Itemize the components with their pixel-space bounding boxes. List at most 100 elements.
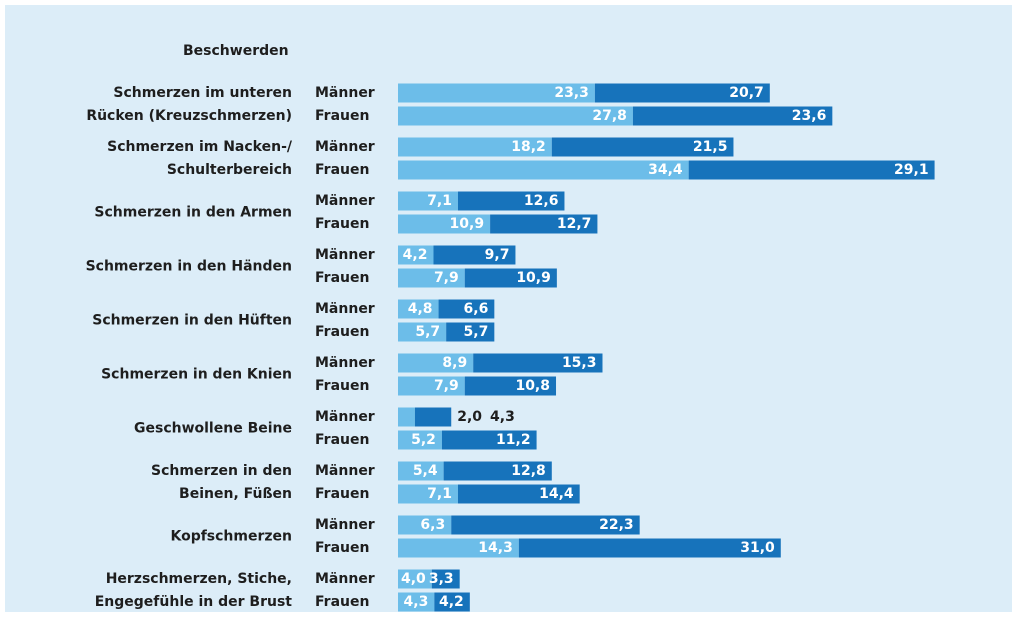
value-label: 11,2: [496, 432, 531, 448]
bar-segment: [688, 160, 935, 180]
bar-segment: [446, 322, 495, 342]
value-label: 23,3: [554, 85, 589, 101]
group-label: Männer: [315, 409, 375, 425]
bar-segment: [398, 376, 465, 396]
bar-segment: [398, 353, 474, 373]
group-label: Frauen: [315, 540, 369, 556]
bar-segment: [398, 160, 689, 180]
bar-segment: [473, 353, 603, 373]
bar-segment: [632, 106, 833, 126]
bar-segment: [398, 83, 595, 103]
bar-segment: [431, 569, 460, 589]
group-label: Frauen: [315, 378, 369, 394]
category-label: Schmerzen in den: [151, 463, 292, 479]
category-label: Schmerzen im unteren: [113, 85, 292, 101]
value-label: 7,1: [427, 193, 452, 209]
value-label: 14,3: [478, 540, 513, 556]
group-label: Männer: [315, 355, 375, 371]
bar-segment: [451, 515, 640, 535]
bar-segment: [398, 407, 415, 427]
category-label: Rücken (Kreuzschmerzen): [86, 108, 292, 124]
bar-segment: [457, 191, 565, 211]
value-label: 6,3: [420, 517, 445, 533]
bar-segment: [551, 137, 734, 157]
bar-segment: [398, 461, 444, 481]
bar-segment: [398, 137, 552, 157]
value-label: 27,8: [592, 108, 627, 124]
value-label: 12,7: [557, 216, 592, 232]
group-label: Männer: [315, 517, 375, 533]
bar-segment: [398, 592, 435, 612]
value-label: 31,0: [740, 540, 775, 556]
bar-segment: [398, 569, 432, 589]
value-label: 18,2: [511, 139, 546, 155]
value-label: 21,5: [693, 139, 728, 155]
value-label: 7,9: [434, 270, 459, 286]
category-label: Schmerzen in den Knien: [101, 367, 292, 383]
value-label: 7,1: [427, 486, 452, 502]
value-label: 4,3: [404, 594, 429, 610]
value-label: 22,3: [599, 517, 634, 533]
group-label: Frauen: [315, 324, 369, 340]
value-label: 5,4: [413, 463, 438, 479]
group-label: Männer: [315, 301, 375, 317]
group-label: Männer: [315, 571, 375, 587]
bar-segment: [441, 430, 537, 450]
category-label: Geschwollene Beine: [134, 421, 292, 437]
category-label: Schmerzen in den Armen: [94, 205, 292, 221]
bar-segment: [398, 268, 465, 288]
group-label: Frauen: [315, 486, 369, 502]
bar-segment: [398, 214, 491, 234]
bar-segment: [398, 106, 633, 126]
value-label: 20,7: [729, 85, 764, 101]
value-label: 5,7: [415, 324, 440, 340]
bar-segment: [438, 299, 495, 319]
group-label: Frauen: [315, 270, 369, 286]
value-label: 15,3: [562, 355, 597, 371]
value-label: 4,0: [401, 571, 426, 587]
value-label: 23,6: [792, 108, 827, 124]
bar-segment: [398, 299, 439, 319]
value-label: 2,0: [457, 409, 482, 425]
value-label: 29,1: [894, 162, 929, 178]
category-label: Beinen, Füßen: [179, 486, 292, 502]
bar-segment: [490, 214, 598, 234]
category-label: Schmerzen in den Händen: [86, 259, 292, 275]
value-label: 3,3: [429, 571, 454, 587]
value-label: 14,4: [539, 486, 574, 502]
category-label: Engegefühle in der Brust: [95, 594, 293, 610]
category-label: Schmerzen in den Hüften: [92, 313, 292, 329]
category-label: Kopfschmerzen: [170, 529, 292, 545]
bar-segment: [434, 592, 470, 612]
bar-segment: [594, 83, 770, 103]
value-label: 6,6: [464, 301, 489, 317]
value-label: 10,9: [516, 270, 551, 286]
bar-segment: [398, 484, 458, 504]
group-label: Frauen: [315, 432, 369, 448]
value-label: 12,6: [524, 193, 559, 209]
bar-segment: [433, 245, 516, 265]
bar-segment: [398, 322, 447, 342]
bar-segment: [457, 484, 580, 504]
bar-segment: [398, 191, 458, 211]
group-label: Frauen: [315, 594, 369, 610]
value-label: 5,7: [464, 324, 489, 340]
value-label: 5,2: [411, 432, 436, 448]
value-label: 10,8: [515, 378, 550, 394]
bar-segment: [398, 515, 452, 535]
bar-segment: [443, 461, 552, 481]
bar-segment: [398, 245, 434, 265]
bar-segment: [464, 376, 557, 396]
panel: [5, 5, 1012, 612]
bar-segment: [398, 430, 442, 450]
value-label: 4,2: [439, 594, 464, 610]
group-label: Männer: [315, 193, 375, 209]
group-label: Männer: [315, 139, 375, 155]
group-label: Frauen: [315, 216, 369, 232]
category-label: Herzschmerzen, Stiche,: [106, 571, 292, 587]
value-label: 9,7: [485, 247, 510, 263]
bar-segment: [414, 407, 452, 427]
group-label: Frauen: [315, 162, 369, 178]
bar-segment: [398, 538, 519, 558]
